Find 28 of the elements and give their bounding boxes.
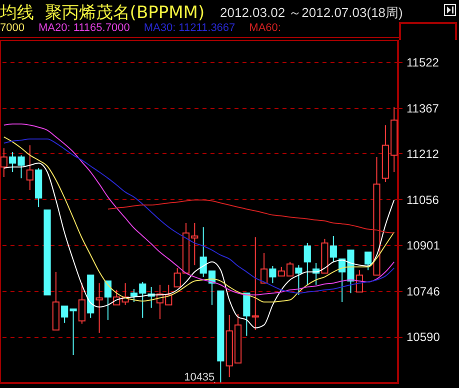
candlestick (78, 282, 86, 324)
y-tick-label: 11367 (406, 101, 440, 116)
y-tick-label: 11522 (406, 56, 440, 70)
y-tick-label: 10901 (406, 238, 440, 253)
y-tick-label: 11056 (406, 192, 440, 207)
text: MA20: 11165.7000 (38, 22, 130, 34)
y-tick-label: 10590 (406, 330, 440, 344)
candlestick (330, 235, 337, 262)
text: MA30: 11211.3667 (144, 22, 236, 34)
y-tick-label: 11212 (406, 146, 440, 161)
chart-subtitle: 2012.03.02 ～2012.07.03(18周) (220, 4, 403, 22)
line-series (107, 200, 395, 234)
text: 7000 (0, 22, 24, 34)
candlestick (295, 264, 302, 296)
candlestick (260, 252, 268, 284)
candlestick (252, 236, 259, 330)
candlestick (26, 144, 34, 190)
annotation: 10435 (184, 371, 215, 384)
candlestick (96, 282, 103, 334)
y-tick-label: 10746 (406, 284, 440, 298)
candlestick (243, 292, 250, 336)
candlestick (104, 280, 112, 320)
candlestick (304, 242, 311, 286)
candlestick (269, 266, 276, 284)
candlestick (364, 252, 372, 271)
chart-title: 均线 聚丙烯茂名(BPPMM) (0, 2, 205, 23)
text: MA60: (249, 22, 281, 34)
candlestick (356, 270, 363, 292)
